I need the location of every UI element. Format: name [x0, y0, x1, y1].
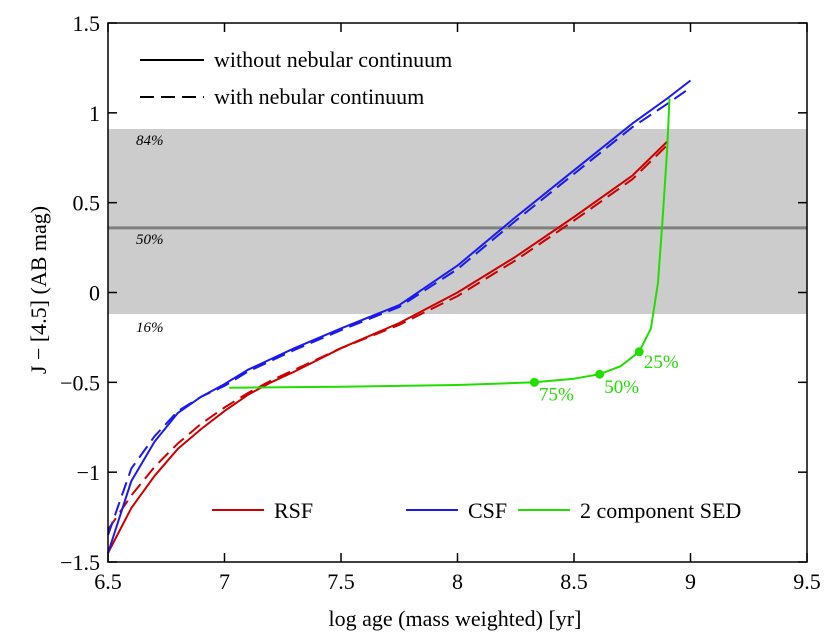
x-tick-label: 8: [452, 569, 463, 594]
y-tick-label: −1.5: [60, 550, 100, 575]
axes-frame-layer: 6.5 7 7.5 8 8.5 9 9.5 −1.5 −1 −0.5 0 0.5 1 1.5: [60, 11, 821, 594]
y-tick-label: 1: [89, 101, 100, 126]
x-tick-label: 7.5: [327, 569, 355, 594]
percentile-band-layer: 84% 50% 16%: [108, 129, 807, 336]
percentile-label: 16%: [136, 320, 164, 336]
y-tick-label: −1: [77, 460, 100, 485]
style-legend-label: with nebular continuum: [214, 84, 424, 109]
x-tick-label: 9.5: [793, 569, 821, 594]
y-tick-label: 0.5: [73, 191, 101, 216]
legend-layer: without nebular continuum with nebular co…: [140, 47, 741, 523]
y-tick-label: −0.5: [60, 370, 100, 395]
series-layer: [107, 79, 692, 554]
x-tick-label: 6.5: [94, 569, 122, 594]
series-line: [107, 144, 668, 531]
series-legend-label: CSF: [468, 498, 507, 523]
series-line: [107, 86, 692, 536]
x-tick-label: 8.5: [560, 569, 588, 594]
percentile-label: 50%: [136, 232, 164, 248]
percentile-band: [108, 129, 807, 315]
marker-label: 50%: [604, 377, 639, 398]
series-line: [107, 79, 692, 554]
series-line: [229, 98, 671, 389]
marker-label: 25%: [644, 352, 679, 373]
y-tick-label: 0: [89, 281, 100, 306]
x-axis-label: log age (mass weighted) [yr]: [329, 606, 582, 631]
x-tick-label: 7: [219, 569, 230, 594]
marker-layer: 75% 50%25%: [529, 347, 679, 405]
series-legend-label: 2 component SED: [580, 498, 741, 523]
style-legend-label: without nebular continuum: [214, 47, 452, 72]
y-axis-label: J − [4.5] (AB mag): [26, 206, 51, 374]
x-tick-label: 9: [685, 569, 696, 594]
series-line: [107, 140, 668, 554]
percentile-label: 84%: [136, 133, 164, 149]
marker-point: [595, 369, 605, 379]
marker-point: [529, 377, 539, 387]
y-tick-label: 1.5: [73, 11, 101, 36]
marker-point: [634, 347, 644, 357]
marker-label: 75%: [539, 384, 574, 405]
series-legend-label: RSF: [274, 498, 313, 523]
